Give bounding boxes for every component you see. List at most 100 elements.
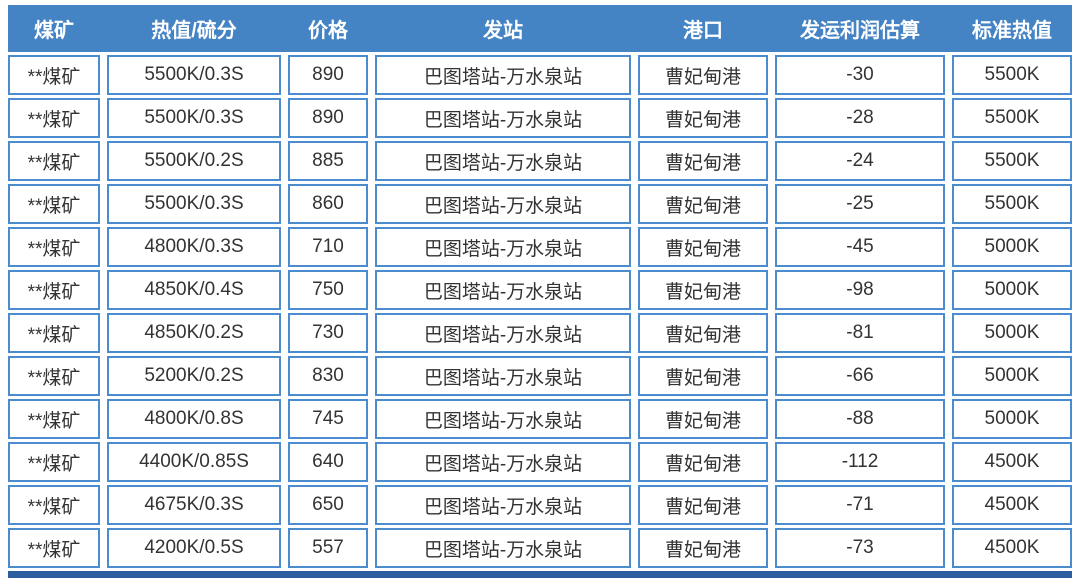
cell-price: 890 [288,98,368,138]
cell-standard-heat-value: 5500K [952,98,1072,138]
cell-price: 710 [288,227,368,267]
cell-shipping-profit-estimate: -45 [775,227,945,267]
cell-shipping-profit-estimate: -71 [775,485,945,525]
cell-price: 730 [288,313,368,353]
table-row: **煤矿 4850K/0.2S 730 巴图塔站-万水泉站 曹妃甸港 -81 5000K [8,313,1072,353]
cell-standard-heat-value: 5000K [952,313,1072,353]
cell-mine: **煤矿 [8,141,100,181]
cell-port: 曹妃甸港 [638,356,768,396]
column-header-standard-heat-value: 标准热值 [972,20,1052,42]
cell-port: 曹妃甸港 [638,313,768,353]
cell-mine: **煤矿 [8,399,100,439]
cell-heat-sulfur: 4800K/0.3S [107,227,281,267]
column-header-mine: 煤矿 [34,20,74,42]
cell-mine: **煤矿 [8,227,100,267]
cell-port: 曹妃甸港 [638,485,768,525]
table-row: **煤矿 4675K/0.3S 650 巴图塔站-万水泉站 曹妃甸港 -71 4500K [8,485,1072,525]
cell-shipping-profit-estimate: -81 [775,313,945,353]
table-row: **煤矿 4800K/0.8S 745 巴图塔站-万水泉站 曹妃甸港 -88 5000K [8,399,1072,439]
cell-heat-sulfur: 5200K/0.2S [107,356,281,396]
table-row: **煤矿 5500K/0.2S 885 巴图塔站-万水泉站 曹妃甸港 -24 5500K [8,141,1072,181]
cell-shipping-profit-estimate: -24 [775,141,945,181]
cell-port: 曹妃甸港 [638,270,768,310]
cell-departure-station: 巴图塔站-万水泉站 [375,313,631,353]
cell-heat-sulfur: 4850K/0.4S [107,270,281,310]
cell-departure-station: 巴图塔站-万水泉站 [375,528,631,568]
cell-port: 曹妃甸港 [638,55,768,95]
cell-port: 曹妃甸港 [638,98,768,138]
cell-departure-station: 巴图塔站-万水泉站 [375,184,631,224]
cell-price: 890 [288,55,368,95]
cell-mine: **煤矿 [8,55,100,95]
cell-mine: **煤矿 [8,485,100,525]
cell-heat-sulfur: 5500K/0.2S [107,141,281,181]
cell-shipping-profit-estimate: -66 [775,356,945,396]
cell-port: 曹妃甸港 [638,227,768,267]
column-header-departure-station: 发站 [483,20,523,42]
cell-departure-station: 巴图塔站-万水泉站 [375,485,631,525]
cell-mine: **煤矿 [8,528,100,568]
table-row: **煤矿 4400K/0.85S 640 巴图塔站-万水泉站 曹妃甸港 -112 4500K [8,442,1072,482]
cell-departure-station: 巴图塔站-万水泉站 [375,270,631,310]
cell-heat-sulfur: 4800K/0.8S [107,399,281,439]
cell-port: 曹妃甸港 [638,399,768,439]
cell-shipping-profit-estimate: -30 [775,55,945,95]
cell-standard-heat-value: 5000K [952,356,1072,396]
cell-departure-station: 巴图塔站-万水泉站 [375,399,631,439]
column-header-port: 港口 [683,20,723,42]
table-row: **煤矿 4850K/0.4S 750 巴图塔站-万水泉站 曹妃甸港 -98 5000K [8,270,1072,310]
cell-heat-sulfur: 5500K/0.3S [107,184,281,224]
column-header-shipping-profit-estimate: 发运利润估算 [800,20,920,42]
cell-departure-station: 巴图塔站-万水泉站 [375,356,631,396]
cell-mine: **煤矿 [8,442,100,482]
cell-heat-sulfur: 4400K/0.85S [107,442,281,482]
cell-heat-sulfur: 4200K/0.5S [107,528,281,568]
table-row: **煤矿 5500K/0.3S 890 巴图塔站-万水泉站 曹妃甸港 -28 5500K [8,98,1072,138]
cell-departure-station: 巴图塔站-万水泉站 [375,141,631,181]
cell-shipping-profit-estimate: -73 [775,528,945,568]
coal-price-table: 煤矿 热值/硫分 价格 发站 港口 发运利润估算 标准热值 **煤矿 5500K/… [8,5,1072,578]
cell-port: 曹妃甸港 [638,528,768,568]
cell-port: 曹妃甸港 [638,141,768,181]
cell-standard-heat-value: 4500K [952,442,1072,482]
cell-standard-heat-value: 5000K [952,227,1072,267]
cell-price: 885 [288,141,368,181]
cell-heat-sulfur: 4850K/0.2S [107,313,281,353]
column-header-price: 价格 [308,20,348,42]
cell-heat-sulfur: 4675K/0.3S [107,485,281,525]
cell-price: 860 [288,184,368,224]
cell-shipping-profit-estimate: -25 [775,184,945,224]
cell-mine: **煤矿 [8,356,100,396]
cell-shipping-profit-estimate: -88 [775,399,945,439]
cell-departure-station: 巴图塔站-万水泉站 [375,98,631,138]
cell-port: 曹妃甸港 [638,184,768,224]
cell-mine: **煤矿 [8,184,100,224]
cell-mine: **煤矿 [8,270,100,310]
cell-standard-heat-value: 4500K [952,528,1072,568]
cell-shipping-profit-estimate: -28 [775,98,945,138]
cell-port: 曹妃甸港 [638,442,768,482]
cell-price: 650 [288,485,368,525]
table-row: **煤矿 5500K/0.3S 890 巴图塔站-万水泉站 曹妃甸港 -30 5500K [8,55,1072,95]
cell-departure-station: 巴图塔站-万水泉站 [375,55,631,95]
cell-standard-heat-value: 4500K [952,485,1072,525]
cell-price: 830 [288,356,368,396]
cell-standard-heat-value: 5500K [952,141,1072,181]
cell-price: 640 [288,442,368,482]
table-row: **煤矿 4200K/0.5S 557 巴图塔站-万水泉站 曹妃甸港 -73 4500K [8,528,1072,568]
cell-departure-station: 巴图塔站-万水泉站 [375,442,631,482]
column-header-heat-sulfur: 热值/硫分 [151,20,237,42]
table-bottom-bar [8,571,1072,578]
cell-heat-sulfur: 5500K/0.3S [107,98,281,138]
table-row: **煤矿 5200K/0.2S 830 巴图塔站-万水泉站 曹妃甸港 -66 5000K [8,356,1072,396]
table-header-row: 煤矿 热值/硫分 价格 发站 港口 发运利润估算 标准热值 [8,5,1072,52]
cell-shipping-profit-estimate: -112 [775,442,945,482]
cell-heat-sulfur: 5500K/0.3S [107,55,281,95]
cell-mine: **煤矿 [8,313,100,353]
cell-price: 745 [288,399,368,439]
cell-standard-heat-value: 5000K [952,270,1072,310]
cell-mine: **煤矿 [8,98,100,138]
cell-standard-heat-value: 5000K [952,399,1072,439]
cell-standard-heat-value: 5500K [952,184,1072,224]
cell-price: 557 [288,528,368,568]
